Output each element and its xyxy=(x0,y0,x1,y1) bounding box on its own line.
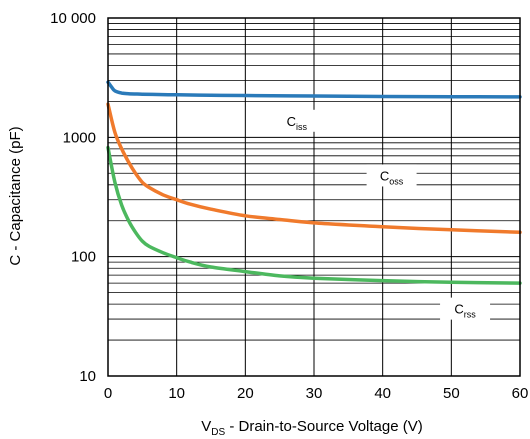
series-label-background xyxy=(440,297,491,320)
y-tick-labels: 10 100 1000 10 000 xyxy=(50,10,96,385)
y-tick-label: 10 xyxy=(79,368,96,385)
series-line-crss xyxy=(106,145,522,285)
series-label-sub: oss xyxy=(389,176,404,186)
plot-frame xyxy=(107,17,521,377)
series-label-background xyxy=(366,164,417,187)
series-label-ciss: Ciss xyxy=(271,109,322,132)
y-tick-label: 100 xyxy=(71,249,96,266)
series-label-text: Coss xyxy=(380,168,404,186)
series-label-sub: iss xyxy=(296,122,307,132)
series-line-coss xyxy=(106,102,522,235)
series-label-main: C xyxy=(287,114,296,129)
series-label-sub: rss xyxy=(464,310,476,320)
series-label-coss: Coss xyxy=(366,164,417,187)
series-label-text: Crss xyxy=(454,302,476,320)
x-axis-title: VDS - Drain-to-Source Voltage (V) xyxy=(201,418,423,438)
x-tick-label: 60 xyxy=(512,385,529,402)
x-axis-title-sub: DS xyxy=(211,427,225,438)
x-tick-label: 30 xyxy=(306,385,323,402)
series-lines xyxy=(106,80,522,285)
y-axis-title: C - Capacitance (pF) xyxy=(7,126,24,265)
y-tick-label: 1000 xyxy=(63,129,96,146)
x-tick-label: 50 xyxy=(443,385,460,402)
y-tick-label: 10 000 xyxy=(50,10,96,27)
x-tick-label: 0 xyxy=(104,385,112,402)
x-tick-label: 20 xyxy=(237,385,254,402)
series-line-ciss xyxy=(106,80,522,99)
series-label-background xyxy=(271,109,322,132)
chart-grid xyxy=(108,18,520,376)
x-tick-labels: 0 10 20 30 40 50 60 xyxy=(104,385,529,402)
x-tick-label: 10 xyxy=(168,385,185,402)
series-label-text: Ciss xyxy=(287,114,308,132)
series-label-main: C xyxy=(454,302,463,317)
series-label-main: C xyxy=(380,168,389,183)
x-axis-title-main: V xyxy=(201,418,211,435)
x-axis-title-rest: - Drain-to-Source Voltage (V) xyxy=(225,418,423,435)
series-label-crss: Crss xyxy=(440,297,491,320)
x-tick-label: 40 xyxy=(374,385,391,402)
